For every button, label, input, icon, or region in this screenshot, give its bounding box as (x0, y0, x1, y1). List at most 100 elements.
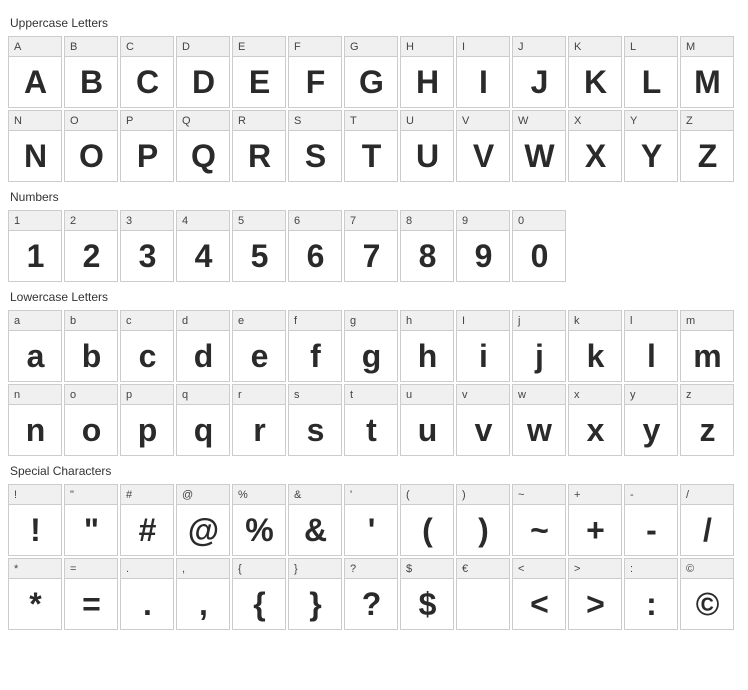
glyph-cell: HH (400, 36, 454, 108)
glyph-display: l (625, 331, 677, 381)
glyph-display: 8 (401, 231, 453, 281)
glyph-cell: 00 (512, 210, 566, 282)
glyph-label: € (457, 559, 509, 579)
glyph-label: u (401, 385, 453, 405)
glyph-cell: :: (624, 558, 678, 630)
glyph-cell: ee (232, 310, 286, 382)
glyph-label: m (681, 311, 733, 331)
glyph-display: F (289, 57, 341, 107)
glyph-display: B (65, 57, 117, 107)
glyph-display: = (65, 579, 117, 629)
glyph-cell: 33 (120, 210, 174, 282)
glyph-display: 1 (9, 231, 61, 281)
glyph-label: Y (625, 111, 677, 131)
glyph-label: B (65, 37, 117, 57)
glyph-display: o (65, 405, 117, 455)
glyph-label: ( (401, 485, 453, 505)
glyph-label: I (457, 311, 509, 331)
glyph-display: 6 (289, 231, 341, 281)
glyph-cell: !! (8, 484, 62, 556)
glyph-cell: 77 (344, 210, 398, 282)
glyph-label: C (121, 37, 173, 57)
glyph-cell: ++ (568, 484, 622, 556)
glyph-row: !!""##@@%%&&''(())~~++--// (8, 484, 740, 556)
glyph-label: M (681, 37, 733, 57)
glyph-label: 8 (401, 211, 453, 231)
glyph-display: 3 (121, 231, 173, 281)
glyph-display: c (121, 331, 173, 381)
glyph-cell: LL (624, 36, 678, 108)
glyph-cell: rr (232, 384, 286, 456)
glyph-label: k (569, 311, 621, 331)
glyph-cell: (( (400, 484, 454, 556)
glyph-display: H (401, 57, 453, 107)
glyph-cell: CC (120, 36, 174, 108)
glyph-cell: uu (400, 384, 454, 456)
glyph-display: , (177, 579, 229, 629)
glyph-label: w (513, 385, 565, 405)
glyph-label: g (345, 311, 397, 331)
glyph-display: y (625, 405, 677, 455)
glyph-display: T (345, 131, 397, 181)
glyph-cell: ss (288, 384, 342, 456)
glyph-label: " (65, 485, 117, 505)
glyph-display: A (9, 57, 61, 107)
glyph-label: J (513, 37, 565, 57)
glyph-label: l (625, 311, 677, 331)
glyph-display: P (121, 131, 173, 181)
glyph-display: : (625, 579, 677, 629)
glyph-display: Q (177, 131, 229, 181)
glyph-display: W (513, 131, 565, 181)
glyph-display: u (401, 405, 453, 455)
glyph-display: D (177, 57, 229, 107)
glyph-cell: .. (120, 558, 174, 630)
glyph-row: aabbccddeeffgghhIijjkkllmm (8, 310, 740, 382)
glyph-cell: xx (568, 384, 622, 456)
glyph-label: r (233, 385, 285, 405)
glyph-label: n (9, 385, 61, 405)
glyph-display: L (625, 57, 677, 107)
glyph-cell: )) (456, 484, 510, 556)
glyph-cell: mm (680, 310, 734, 382)
glyph-label: E (233, 37, 285, 57)
glyph-display: s (289, 405, 341, 455)
glyph-cell: && (288, 484, 342, 556)
glyph-display: g (345, 331, 397, 381)
glyph-cell: 66 (288, 210, 342, 282)
glyph-cell: ~~ (512, 484, 566, 556)
glyph-cell: pp (120, 384, 174, 456)
glyph-display (457, 579, 509, 629)
glyph-cell: bb (64, 310, 118, 382)
glyph-cell: }} (288, 558, 342, 630)
glyph-cell: ## (120, 484, 174, 556)
glyph-cell: "" (64, 484, 118, 556)
glyph-label: y (625, 385, 677, 405)
glyph-cell: II (456, 36, 510, 108)
glyph-display: 9 (457, 231, 509, 281)
glyph-cell: $$ (400, 558, 454, 630)
glyph-cell: ©© (680, 558, 734, 630)
glyph-display: e (233, 331, 285, 381)
glyph-cell: 99 (456, 210, 510, 282)
glyph-display: % (233, 505, 285, 555)
glyph-display: # (121, 505, 173, 555)
glyph-label: ? (345, 559, 397, 579)
section-title: Lowercase Letters (10, 290, 740, 304)
glyph-display: 0 (513, 231, 565, 281)
glyph-label: t (345, 385, 397, 405)
glyph-label: S (289, 111, 341, 131)
glyph-display: b (65, 331, 117, 381)
glyph-display: X (569, 131, 621, 181)
glyph-display: / (681, 505, 733, 555)
glyph-cell: %% (232, 484, 286, 556)
glyph-label: q (177, 385, 229, 405)
glyph-cell: DD (176, 36, 230, 108)
glyph-label: 0 (513, 211, 565, 231)
glyph-cell: PP (120, 110, 174, 182)
glyph-label: X (569, 111, 621, 131)
glyph-cell: ww (512, 384, 566, 456)
glyph-display: w (513, 405, 565, 455)
glyph-cell: 88 (400, 210, 454, 282)
glyph-display: x (569, 405, 621, 455)
glyph-cell: // (680, 484, 734, 556)
